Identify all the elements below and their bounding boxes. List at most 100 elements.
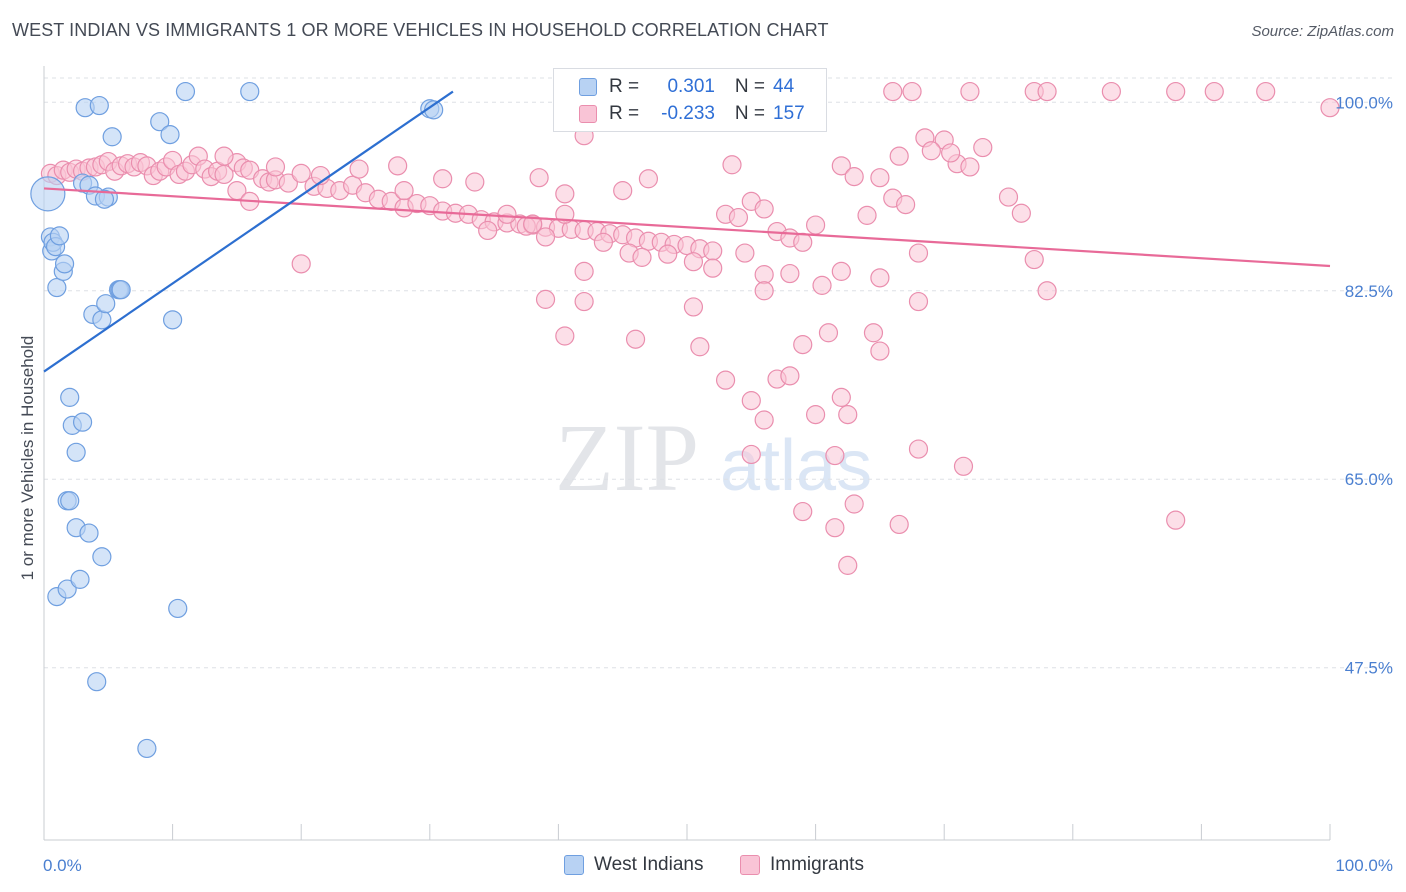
west-indians-point: [94, 189, 115, 209]
immigrants-point: [941, 143, 961, 163]
immigrants-point: [625, 329, 646, 349]
immigrants-point: [998, 187, 1019, 207]
y-tick-label: 82.5%: [1345, 282, 1393, 301]
immigrants-point: [831, 156, 851, 176]
west-indians-point: [111, 280, 131, 300]
legend-row-west-indians: R = 0.301 N = 44: [554, 74, 794, 100]
immigrants-point: [870, 341, 890, 361]
immigrants-point: [613, 181, 633, 201]
west-indians-legend-label: West Indians: [594, 854, 704, 875]
immigrants-point: [844, 167, 864, 187]
immigrants-point: [889, 514, 909, 535]
immigrants-point: [831, 261, 851, 281]
immigrants-point: [555, 326, 575, 346]
legend-n-value: 157: [773, 103, 805, 124]
immigrants-point: [812, 275, 832, 295]
immigrants-point: [214, 146, 234, 166]
immigrants-point: [703, 258, 723, 278]
immigrants-point: [780, 366, 800, 386]
immigrants-point: [870, 268, 890, 288]
west-indians-point: [137, 738, 157, 759]
immigrants-point: [1011, 203, 1031, 223]
west-indians-point: [60, 387, 80, 407]
immigrants-point: [265, 157, 286, 177]
west-indians-point: [92, 547, 112, 567]
immigrants-point: [793, 232, 813, 252]
immigrants-point: [1037, 81, 1057, 102]
immigrants-point: [478, 220, 498, 241]
legend-n-label: N =: [734, 76, 765, 97]
immigrants-legend-label: Immigrants: [770, 854, 864, 875]
west-indians-point: [72, 412, 93, 432]
west-indians-points: [30, 81, 444, 759]
immigrants-point: [857, 205, 877, 225]
west-indians-point: [160, 125, 180, 145]
immigrants-point: [535, 289, 556, 309]
immigrants-point: [683, 297, 704, 317]
immigrants-point: [574, 291, 594, 312]
immigrants-point: [908, 291, 929, 312]
immigrants-point: [574, 261, 594, 281]
immigrants-point: [754, 281, 774, 301]
immigrants-point: [638, 169, 659, 189]
y-tick-label: 100.0%: [1335, 93, 1393, 112]
west-indians-point: [79, 523, 99, 543]
immigrants-point: [690, 337, 710, 357]
watermark: ZIP atlas: [555, 404, 872, 511]
immigrants-point: [497, 204, 517, 224]
immigrants-point: [754, 265, 774, 285]
immigrants-point: [844, 494, 864, 514]
west-indians-point: [150, 112, 170, 132]
immigrants-point: [825, 518, 845, 538]
west-indians-point: [30, 176, 66, 212]
x-tick-label-max: 100.0%: [1335, 856, 1393, 875]
immigrants-point: [1256, 81, 1276, 102]
immigrants-point: [896, 195, 916, 215]
tick-labels: 47.5% 65.0% 82.5% 100.0% 0.0% 100.0%: [43, 93, 1393, 875]
immigrants-point: [908, 243, 929, 263]
west-indians-point: [168, 598, 188, 619]
trend-lines: [43, 90, 1331, 373]
immigrants-point: [973, 137, 993, 158]
immigrants-point: [555, 184, 575, 204]
immigrants-point: [1024, 249, 1044, 270]
immigrants-point: [728, 207, 749, 228]
immigrants-point: [805, 405, 826, 425]
immigrants-point: [291, 163, 311, 183]
immigrants-point: [883, 81, 903, 102]
immigrants-point: [632, 247, 652, 267]
immigrants-point: [465, 172, 485, 192]
immigrants-point: [863, 323, 884, 343]
immigrants-point: [1166, 510, 1186, 530]
immigrants-point: [388, 156, 408, 176]
immigrants-point: [960, 157, 980, 177]
immigrants-swatch: [579, 105, 597, 123]
bottom-legend-west-indians: West Indians: [564, 852, 703, 878]
legend-n-label: N =: [734, 103, 765, 124]
immigrants-point: [1204, 81, 1224, 102]
west-indians-point: [102, 127, 122, 147]
x-tick-label-min: 0.0%: [43, 856, 82, 875]
immigrants-point: [818, 323, 839, 343]
immigrants-point: [960, 81, 980, 102]
correlation-legend: R = 0.301 N = 44 R = -0.233 N = 157: [553, 68, 827, 132]
immigrants-point: [735, 243, 755, 263]
immigrants-point: [831, 387, 851, 407]
immigrants-point: [870, 168, 890, 188]
immigrants-point: [715, 370, 736, 390]
west-indians-point: [47, 277, 67, 298]
west-indians-point: [96, 294, 116, 314]
watermark-atlas: atlas: [720, 426, 872, 506]
immigrants-point: [433, 169, 453, 189]
immigrants-point: [780, 263, 800, 284]
west-indians-point: [87, 672, 107, 692]
immigrants-point: [754, 199, 774, 219]
bottom-legend-immigrants: Immigrants: [740, 852, 864, 878]
immigrants-point: [1037, 281, 1057, 301]
legend-n-value: 44: [773, 76, 795, 97]
immigrants-point: [1166, 81, 1186, 102]
immigrants-point: [793, 335, 813, 355]
immigrants-point: [593, 232, 614, 252]
legend-row-immigrants: R = -0.233 N = 157: [554, 101, 805, 127]
immigrants-point: [921, 141, 941, 161]
